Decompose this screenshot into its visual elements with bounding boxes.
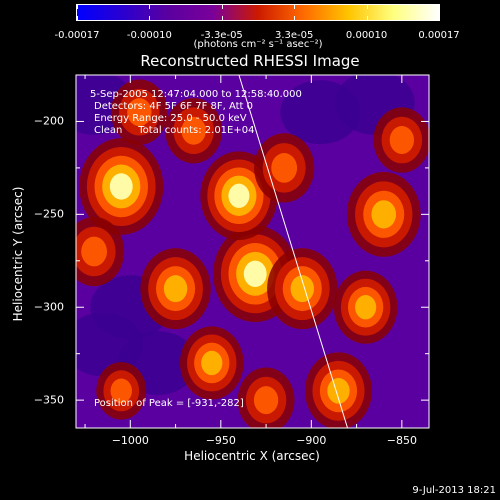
y-axis-title: Heliocentric Y (arcsec) bbox=[11, 186, 25, 322]
colorbar-tick bbox=[149, 5, 151, 9]
colorbar-tick bbox=[439, 5, 440, 9]
heatmap-source bbox=[127, 98, 152, 127]
colorbar-tick bbox=[221, 16, 223, 20]
info-energy-range: Energy Range: 25.0 - 50.0 keV bbox=[94, 113, 247, 124]
x-tick-label: −1000 bbox=[111, 434, 149, 447]
heatmap-source bbox=[181, 116, 206, 145]
colorbar-tick-label: 0.00017 bbox=[418, 30, 460, 41]
colorbar-tick bbox=[294, 5, 296, 9]
heatmap-source bbox=[81, 236, 108, 267]
chart-title: Reconstructed RHESSI Image bbox=[140, 52, 360, 70]
x-tick-label: −850 bbox=[386, 434, 417, 447]
x-tick-label: −950 bbox=[205, 434, 236, 447]
heatmap-source bbox=[201, 350, 223, 376]
heatmap-source bbox=[371, 200, 397, 229]
heatmap-source bbox=[243, 260, 267, 287]
colorbar-tick-label: -0.00010 bbox=[126, 30, 172, 41]
heatmap-source bbox=[109, 173, 133, 200]
peak-position-label: Position of Peak = [-931,-282] bbox=[94, 398, 244, 409]
colorbar-tick-label: 0.00010 bbox=[345, 30, 388, 41]
plot-frame bbox=[75, 74, 430, 429]
heatmap-source bbox=[355, 295, 377, 320]
info-counts: Clean Total counts: 2.01E+04 bbox=[94, 125, 255, 136]
colorbar-tick bbox=[221, 5, 223, 9]
y-tick-label: −200 bbox=[33, 114, 64, 128]
info-detectors: Detectors: 4F 5F 6F 7F 8F, Att 0 bbox=[94, 101, 254, 112]
heatmap-source bbox=[389, 126, 415, 155]
x-axis-title: Heliocentric X (arcsec) bbox=[184, 449, 320, 463]
colorbar-tick bbox=[149, 16, 151, 20]
colorbar-tick bbox=[366, 16, 368, 20]
colorbar-tick bbox=[439, 16, 440, 20]
colorbar-tick bbox=[77, 5, 78, 9]
colorbar-tick bbox=[366, 5, 368, 9]
colorbar-tick-label: 3.3e-05 bbox=[274, 30, 314, 41]
solar-limb-line bbox=[238, 75, 349, 428]
axis-ticks bbox=[76, 74, 429, 428]
colorbar-tick bbox=[294, 16, 296, 20]
colorbar-tick bbox=[77, 16, 78, 20]
info-time-range: 5-Sep-2005 12:47:04.000 to 12:58:40.000 bbox=[90, 89, 302, 100]
colorbar-units: (photons cm⁻² s⁻¹ asec⁻²) bbox=[193, 39, 323, 50]
heatmap-source bbox=[271, 153, 298, 183]
heatmap-source bbox=[228, 183, 250, 208]
heatmap-source bbox=[290, 275, 315, 303]
timestamp: 9-Jul-2013 18:21 bbox=[412, 485, 496, 496]
heatmap-source bbox=[110, 378, 132, 404]
y-tick-label: −250 bbox=[33, 207, 64, 221]
x-tick-label: −900 bbox=[296, 434, 327, 447]
heatmap-source bbox=[163, 275, 188, 303]
y-tick-label: −300 bbox=[33, 300, 64, 314]
heatmap-sources bbox=[76, 75, 429, 428]
heatmap-source bbox=[253, 386, 279, 415]
colorbar-tick-label: -3.3e-05 bbox=[200, 30, 243, 41]
colorbar: -0.00017 -0.00010 -3.3e-05 3.3e-05 0.00010 0.… bbox=[55, 4, 460, 41]
colorbar-tick-label: -0.00017 bbox=[54, 30, 100, 41]
heatmap-source bbox=[327, 378, 350, 404]
y-tick-label: −350 bbox=[33, 393, 64, 407]
